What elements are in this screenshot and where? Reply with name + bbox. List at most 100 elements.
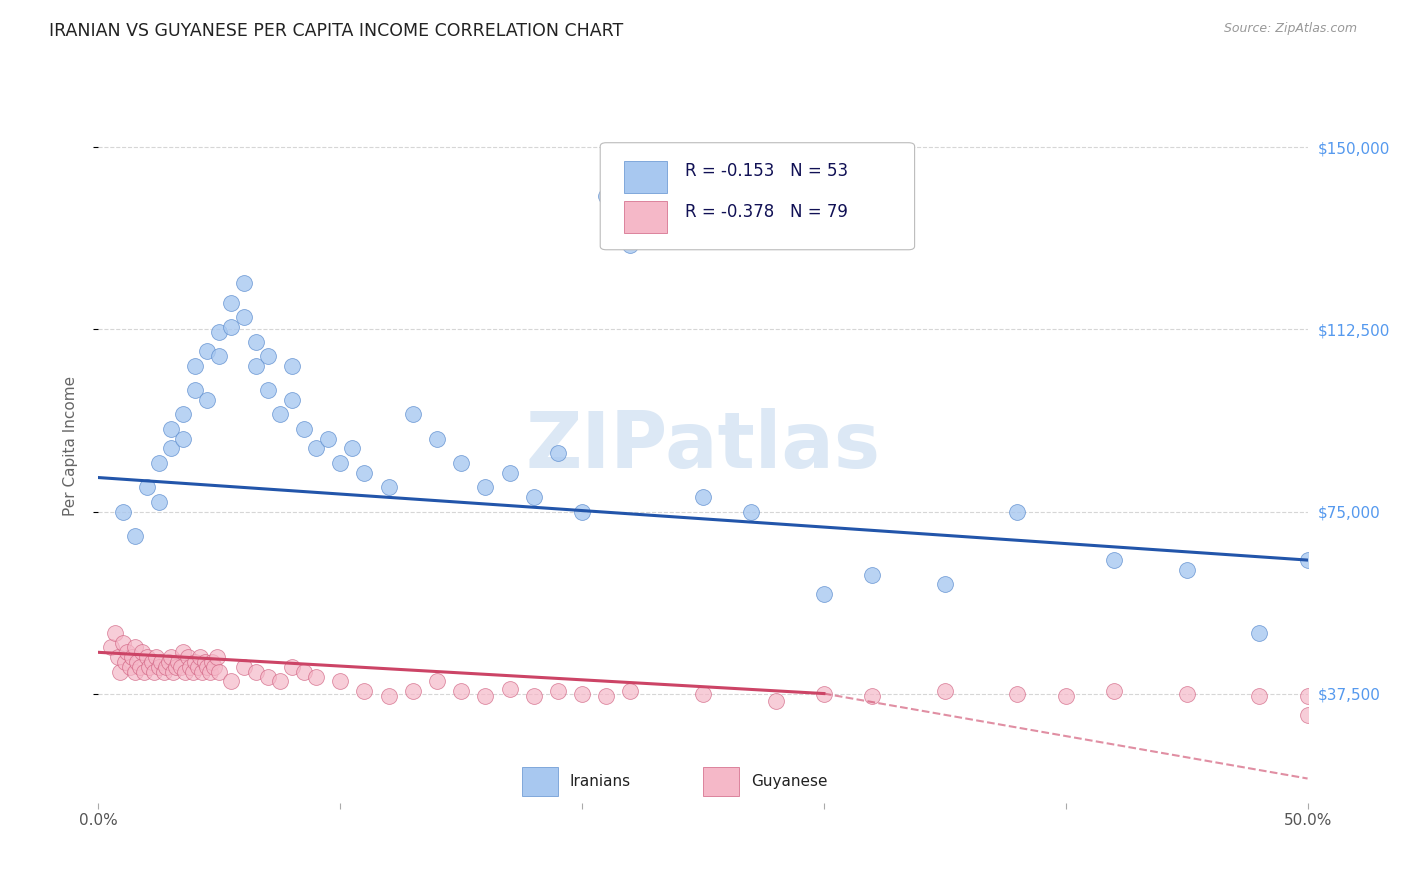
Point bbox=[256, 383, 278, 397]
Point bbox=[1296, 689, 1319, 703]
Point bbox=[281, 392, 304, 407]
Point bbox=[860, 689, 883, 703]
Point bbox=[305, 670, 328, 684]
Text: R = -0.153   N = 53: R = -0.153 N = 53 bbox=[685, 162, 848, 180]
Point bbox=[135, 480, 157, 494]
Point bbox=[221, 295, 243, 310]
Text: Guyanese: Guyanese bbox=[751, 774, 828, 789]
Point bbox=[245, 665, 267, 679]
Point bbox=[1249, 626, 1271, 640]
Point bbox=[450, 456, 472, 470]
Point bbox=[162, 665, 184, 679]
Bar bbox=[624, 161, 666, 193]
Point bbox=[329, 456, 352, 470]
Point bbox=[114, 655, 136, 669]
Point bbox=[377, 480, 399, 494]
Point bbox=[208, 349, 231, 363]
Point bbox=[1175, 687, 1198, 701]
Point bbox=[1296, 708, 1319, 723]
Point bbox=[813, 687, 835, 701]
Point bbox=[204, 660, 226, 674]
Point bbox=[619, 684, 641, 698]
Point bbox=[1102, 684, 1125, 698]
Point bbox=[1007, 687, 1029, 701]
Point bbox=[402, 408, 425, 422]
Point bbox=[127, 655, 149, 669]
Point bbox=[292, 665, 315, 679]
Point bbox=[934, 684, 956, 698]
Point bbox=[177, 650, 200, 665]
Point bbox=[165, 660, 187, 674]
Point bbox=[316, 432, 339, 446]
Point bbox=[1054, 689, 1077, 703]
Point bbox=[172, 432, 194, 446]
Text: Source: ZipAtlas.com: Source: ZipAtlas.com bbox=[1223, 22, 1357, 36]
Point bbox=[232, 277, 254, 291]
Point bbox=[134, 665, 156, 679]
Point bbox=[353, 466, 375, 480]
Point bbox=[813, 587, 835, 601]
Point bbox=[181, 665, 204, 679]
Point bbox=[692, 687, 714, 701]
Point bbox=[191, 665, 214, 679]
Point bbox=[198, 665, 221, 679]
Point bbox=[100, 640, 122, 655]
Point bbox=[184, 383, 207, 397]
Point bbox=[124, 529, 146, 543]
Text: Iranians: Iranians bbox=[569, 774, 631, 789]
Point bbox=[245, 359, 267, 373]
Point bbox=[547, 684, 569, 698]
Point bbox=[179, 660, 201, 674]
Point bbox=[167, 655, 190, 669]
Point bbox=[523, 490, 546, 504]
Point bbox=[426, 432, 449, 446]
Point bbox=[245, 334, 267, 349]
Point bbox=[256, 670, 278, 684]
Point bbox=[141, 655, 163, 669]
Point bbox=[1007, 504, 1029, 518]
Point bbox=[474, 480, 496, 494]
Point bbox=[329, 674, 352, 689]
Point bbox=[498, 681, 520, 696]
Point bbox=[377, 689, 399, 703]
Text: ZIPatlas: ZIPatlas bbox=[526, 408, 880, 484]
Bar bbox=[703, 767, 740, 796]
Point bbox=[342, 442, 364, 456]
Point bbox=[107, 650, 129, 665]
Point bbox=[121, 650, 143, 665]
Point bbox=[111, 504, 134, 518]
Point bbox=[292, 422, 315, 436]
Point bbox=[195, 660, 218, 674]
Point bbox=[104, 626, 127, 640]
Point bbox=[934, 577, 956, 591]
Point bbox=[426, 674, 449, 689]
Point bbox=[1249, 689, 1271, 703]
Y-axis label: Per Capita Income: Per Capita Income bbox=[63, 376, 77, 516]
Point bbox=[148, 495, 170, 509]
Point bbox=[269, 408, 291, 422]
Point bbox=[269, 674, 291, 689]
Point bbox=[281, 660, 304, 674]
Point bbox=[498, 466, 520, 480]
Point bbox=[148, 660, 170, 674]
Point bbox=[174, 665, 197, 679]
Point bbox=[160, 442, 183, 456]
Point bbox=[571, 687, 593, 701]
Point bbox=[765, 694, 787, 708]
Bar bbox=[624, 202, 666, 234]
Point bbox=[124, 640, 146, 655]
Point bbox=[194, 655, 217, 669]
Point bbox=[184, 655, 207, 669]
Point bbox=[232, 660, 254, 674]
Point bbox=[148, 456, 170, 470]
Point bbox=[131, 645, 153, 659]
Point bbox=[860, 567, 883, 582]
Point bbox=[172, 408, 194, 422]
Point bbox=[1175, 563, 1198, 577]
Point bbox=[143, 665, 166, 679]
Point bbox=[152, 665, 174, 679]
Text: R = -0.378   N = 79: R = -0.378 N = 79 bbox=[685, 203, 848, 221]
Point bbox=[595, 189, 617, 203]
Point bbox=[692, 490, 714, 504]
Point bbox=[169, 660, 191, 674]
